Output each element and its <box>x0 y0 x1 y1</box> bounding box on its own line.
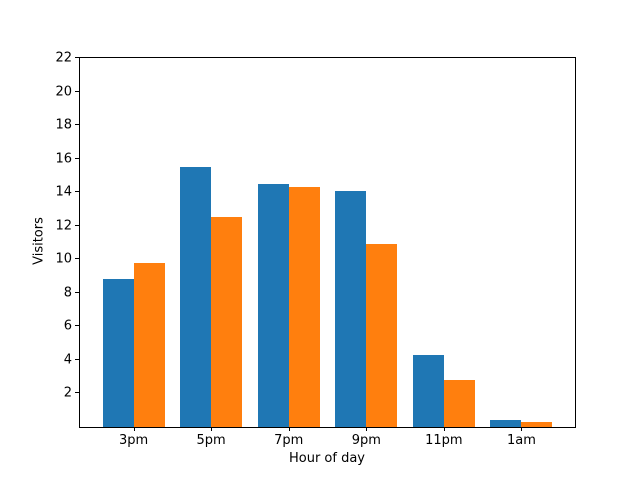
x-tick-mark <box>521 427 522 431</box>
y-tick-label: 12 <box>55 218 72 234</box>
y-tick-mark <box>75 325 79 327</box>
bar <box>443 380 475 427</box>
x-tick-mark <box>366 427 367 431</box>
x-tick-mark <box>289 427 290 431</box>
bar <box>211 217 243 427</box>
y-tick-mark <box>75 258 79 260</box>
y-axis-label: Visitors <box>31 217 47 265</box>
y-tick-mark <box>75 124 79 126</box>
bar <box>180 167 212 427</box>
y-tick-label: 4 <box>63 352 72 368</box>
y-tick-label: 18 <box>55 117 72 133</box>
x-tick-mark <box>134 427 135 431</box>
y-tick-mark <box>75 291 79 293</box>
y-tick-label: 6 <box>63 318 72 334</box>
x-tick-label: 9pm <box>351 433 381 448</box>
y-tick-label: 20 <box>55 84 72 100</box>
plot-area: 2 4 6 8 10 12 14 16 18 20 22 3pm 5pm 7pm 9pm 11pm 1am <box>55 52 576 447</box>
y-tick-label: 2 <box>63 385 72 401</box>
x-tick-label: 7pm <box>274 433 304 448</box>
y-tick-mark <box>75 358 79 360</box>
y-tick-label: 22 <box>55 50 72 66</box>
y-tick-mark <box>75 157 79 159</box>
y-tick-label: 10 <box>55 251 72 267</box>
bar <box>521 422 553 427</box>
y-tick-mark <box>75 392 79 394</box>
y-tick-mark <box>75 224 79 226</box>
x-tick-mark <box>211 427 212 431</box>
y-tick-mark <box>75 90 79 92</box>
y-tick-label: 14 <box>55 184 72 200</box>
bar <box>102 279 134 427</box>
x-tick-label: 1am <box>507 433 536 448</box>
y-tick-label: 16 <box>55 151 72 167</box>
bar <box>257 183 289 427</box>
x-tick-label: 11pm <box>425 433 463 448</box>
bar <box>335 190 367 427</box>
y-tick-mark <box>75 57 79 58</box>
bar <box>366 244 398 427</box>
bar <box>412 354 444 427</box>
x-tick-mark <box>444 427 445 431</box>
bar <box>288 187 320 427</box>
x-tick-label: 5pm <box>196 433 226 448</box>
y-tick-label: 8 <box>63 285 72 301</box>
y-tick-mark <box>75 191 79 193</box>
x-tick-label: 3pm <box>118 433 149 448</box>
bar <box>133 262 165 427</box>
x-axis-label: Hour of day <box>288 451 366 466</box>
bar <box>490 420 522 427</box>
